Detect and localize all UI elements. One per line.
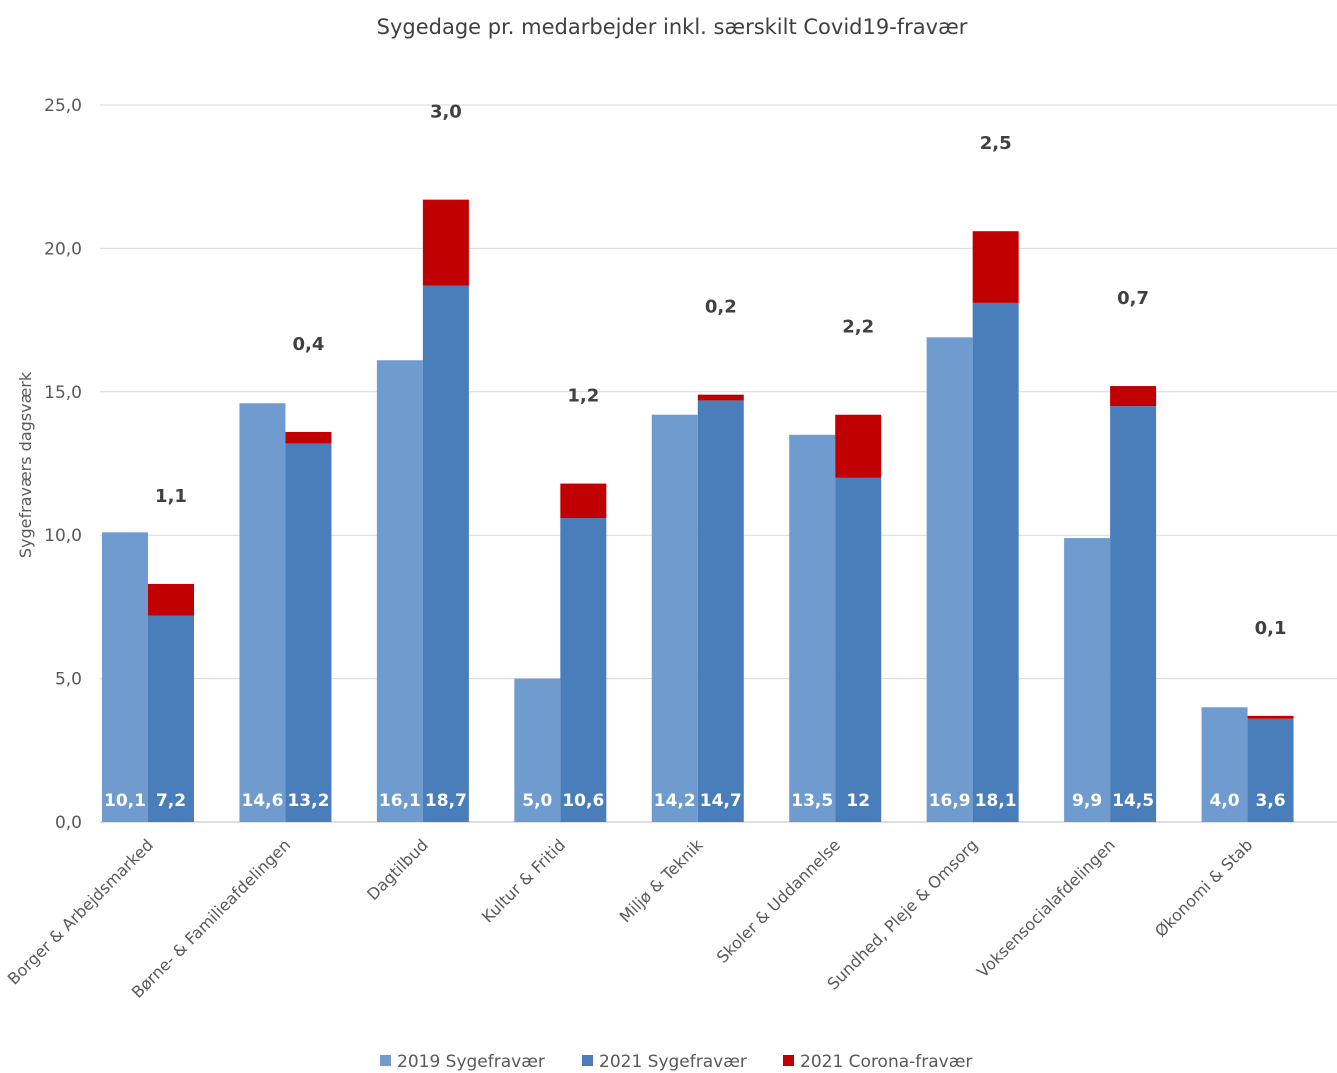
y-tick-label: 25,0 <box>44 96 82 116</box>
data-label-2021: 7,2 <box>156 791 186 811</box>
legend: 2019 Sygefravær 2021 Sygefravær 2021 Coron… <box>380 1052 972 1072</box>
bar-2021-corona-fravaer <box>560 483 607 518</box>
x-tick-label: Miljø & Teknik <box>616 835 707 926</box>
bar-2021-corona-fravaer <box>1247 715 1294 719</box>
bar-2019-sygefravaer <box>1201 707 1248 822</box>
data-label-2021: 14,7 <box>700 791 742 811</box>
bar-2019-sygefravaer <box>651 414 698 822</box>
bar-2019-sygefravaer <box>102 532 148 822</box>
bar-2021-sygefravaer <box>697 400 744 822</box>
bar-2019-sygefravaer <box>514 678 561 822</box>
data-label-2019: 14,2 <box>654 791 696 811</box>
bar-2019-sygefravaer <box>239 403 286 822</box>
x-tick-label: Kultur & Fritid <box>478 835 569 926</box>
data-label-corona: 0,1 <box>1255 618 1287 639</box>
y-tick-label: 15,0 <box>44 383 82 403</box>
data-label-2021: 3,6 <box>1255 791 1285 811</box>
bar-2021-sygefravaer <box>148 615 194 822</box>
x-tick-label: Dagtilbud <box>363 835 432 904</box>
data-label-corona: 0,2 <box>705 297 737 318</box>
bar-2021-corona-fravaer <box>972 231 1019 303</box>
y-tick-label: 0,0 <box>55 813 82 833</box>
y-tick-label: 5,0 <box>55 670 82 690</box>
bar-2021-sygefravaer <box>1110 406 1157 822</box>
bar-2021-corona-fravaer <box>697 394 744 401</box>
x-tick-label: Borger & Arbejdsmarked <box>4 835 157 988</box>
data-label-2019: 5,0 <box>522 791 552 811</box>
data-label-corona: 0,7 <box>1117 288 1149 309</box>
bar-2019-sygefravaer <box>789 434 836 822</box>
x-tick-label: Voksensocialafdelingen <box>973 835 1119 981</box>
data-label-corona: 0,4 <box>292 334 324 355</box>
bar-2021-sygefravaer <box>560 517 607 822</box>
legend-label: 2019 Sygefravær <box>397 1052 545 1072</box>
data-label-2021: 12 <box>846 791 870 811</box>
legend-label: 2021 Corona-fravær <box>800 1052 972 1072</box>
y-axis-label: Sygefraværs dagsværk <box>16 371 35 558</box>
x-tick-label: Økonomi & Stab <box>1151 835 1256 940</box>
x-tick-label: Børne- & Familieafdelingen <box>128 835 294 1001</box>
bar-2021-corona-fravaer <box>422 199 469 286</box>
chart-title: Sygedage pr. medarbejder inkl. særskilt … <box>377 15 968 39</box>
y-tick-label: 20,0 <box>44 239 82 259</box>
data-label-corona: 1,2 <box>567 386 599 407</box>
data-label-2019: 13,5 <box>791 791 833 811</box>
bars <box>102 199 1294 823</box>
bar-2019-sygefravaer <box>1064 538 1111 822</box>
data-label-2019: 14,6 <box>241 791 283 811</box>
legend-swatch <box>783 1055 794 1066</box>
bar-2021-corona-fravaer <box>1110 386 1157 407</box>
bar-2021-sygefravaer <box>835 477 882 822</box>
y-tick-label: 10,0 <box>44 526 82 546</box>
bar-2021-sygefravaer <box>285 443 332 822</box>
legend-label: 2021 Sygefravær <box>599 1052 747 1072</box>
data-label-2019: 16,1 <box>379 791 421 811</box>
data-label-corona: 2,2 <box>842 317 874 338</box>
bar-2021-sygefravaer <box>972 302 1019 823</box>
bar-2021-corona-fravaer <box>148 583 194 616</box>
data-label-2021: 13,2 <box>287 791 329 811</box>
bar-2021-corona-fravaer <box>285 431 332 444</box>
data-label-2019: 16,9 <box>929 791 971 811</box>
x-tick-label: Sundhed, Pleje & Omsorg <box>823 835 981 993</box>
y-axis-ticks: 0,0 5,0 10,0 15,0 20,0 25,0 <box>44 96 82 833</box>
bar-2021-sygefravaer <box>1247 718 1294 822</box>
data-label-2019: 9,9 <box>1072 791 1102 811</box>
bar-2019-sygefravaer <box>926 337 973 822</box>
bar-2021-sygefravaer <box>422 285 469 823</box>
data-label-corona: 2,5 <box>980 133 1012 154</box>
data-labels: 10,1 7,2 1,1 14,6 13,2 0,4 16,1 18,7 3,0 5,0 10,6 1… <box>104 102 1286 811</box>
legend-swatch <box>582 1055 593 1066</box>
data-label-2021: 14,5 <box>1112 791 1154 811</box>
data-label-2021: 18,7 <box>425 791 467 811</box>
data-label-2021: 10,6 <box>562 791 604 811</box>
legend-swatch <box>380 1055 391 1066</box>
data-label-corona: 1,1 <box>155 486 187 507</box>
bar-2019-sygefravaer <box>376 360 423 822</box>
data-label-corona: 3,0 <box>430 102 462 123</box>
data-label-2021: 18,1 <box>975 791 1017 811</box>
x-tick-label: Skoler & Uddannelse <box>713 835 844 966</box>
data-label-2019: 4,0 <box>1209 791 1239 811</box>
bar-2021-corona-fravaer <box>835 414 882 478</box>
data-label-2019: 10,1 <box>104 791 146 811</box>
